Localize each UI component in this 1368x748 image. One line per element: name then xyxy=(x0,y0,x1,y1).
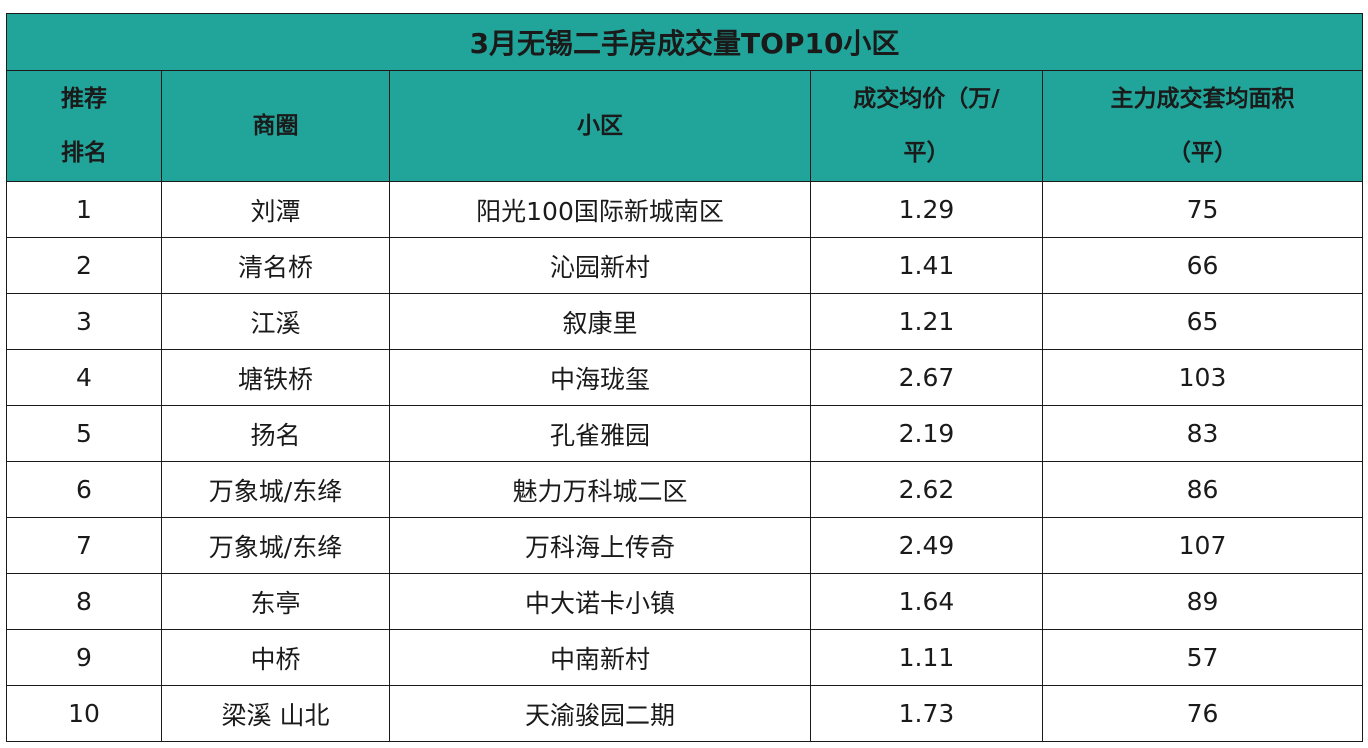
cell-price: 2.19 xyxy=(810,405,1043,462)
cell-community: 孔雀雅园 xyxy=(389,405,811,462)
table-row: 1 刘潭 阳光100国际新城南区 1.29 75 xyxy=(6,181,1364,238)
cell-rank: 8 xyxy=(6,573,162,630)
cell-rank: 4 xyxy=(6,349,162,406)
cell-area: 65 xyxy=(1041,293,1364,350)
cell-community: 阳光100国际新城南区 xyxy=(389,181,811,238)
table-row: 6 万象城/东绛 魅力万科城二区 2.62 86 xyxy=(6,461,1364,518)
cell-community: 万科海上传奇 xyxy=(389,517,811,574)
header-rank: 推荐 排名 xyxy=(6,70,162,182)
cell-district: 东亭 xyxy=(161,573,390,630)
cell-price: 2.67 xyxy=(810,349,1043,406)
cell-price: 2.62 xyxy=(810,461,1043,518)
header-rank-line1: 推荐 xyxy=(61,86,107,112)
ranking-table-container: 3月无锡二手房成交量TOP10小区 推荐 排名 商圈 小区 成交均价（万/ 平）… xyxy=(5,13,1364,742)
table-row: 7 万象城/东绛 万科海上传奇 2.49 107 xyxy=(6,517,1364,574)
cell-price: 1.64 xyxy=(810,573,1043,630)
cell-area: 89 xyxy=(1041,573,1364,630)
cell-rank: 5 xyxy=(6,405,162,462)
cell-rank: 6 xyxy=(6,461,162,518)
header-price-line2: 平） xyxy=(903,140,950,166)
cell-area: 103 xyxy=(1041,349,1364,406)
cell-rank: 7 xyxy=(6,517,162,574)
table-header-row: 推荐 排名 商圈 小区 成交均价（万/ 平） 主力成交套均面积 （平） xyxy=(6,70,1364,182)
header-price-line1: 成交均价（万/ xyxy=(853,86,1000,112)
header-community: 小区 xyxy=(389,70,811,182)
cell-area: 57 xyxy=(1041,629,1364,686)
cell-district: 中桥 xyxy=(161,629,390,686)
table-row: 8 东亭 中大诺卡小镇 1.64 89 xyxy=(6,573,1364,630)
cell-community: 中大诺卡小镇 xyxy=(389,573,811,630)
cell-rank: 2 xyxy=(6,237,162,294)
header-district: 商圈 xyxy=(161,70,390,182)
cell-community: 天渝骏园二期 xyxy=(389,685,811,742)
table-row: 3 江溪 叙康里 1.21 65 xyxy=(6,293,1364,350)
cell-area: 66 xyxy=(1041,237,1364,294)
cell-rank: 1 xyxy=(6,181,162,238)
header-area: 主力成交套均面积 （平） xyxy=(1041,70,1364,182)
table-row: 10 梁溪 山北 天渝骏园二期 1.73 76 xyxy=(6,685,1364,742)
cell-rank: 3 xyxy=(6,293,162,350)
cell-community: 中南新村 xyxy=(389,629,811,686)
table-row: 5 扬名 孔雀雅园 2.19 83 xyxy=(6,405,1364,462)
cell-price: 1.11 xyxy=(810,629,1043,686)
cell-rank: 10 xyxy=(6,685,162,742)
header-area-line2: （平） xyxy=(1168,140,1237,166)
table-row: 4 塘铁桥 中海珑玺 2.67 103 xyxy=(6,349,1364,406)
cell-rank: 9 xyxy=(6,629,162,686)
cell-price: 1.21 xyxy=(810,293,1043,350)
header-rank-line2: 排名 xyxy=(61,140,107,166)
cell-price: 1.41 xyxy=(810,237,1043,294)
table-title-row: 3月无锡二手房成交量TOP10小区 xyxy=(5,13,1364,71)
cell-district: 江溪 xyxy=(161,293,390,350)
cell-district: 梁溪 山北 xyxy=(161,685,390,742)
cell-price: 2.49 xyxy=(810,517,1043,574)
cell-district: 清名桥 xyxy=(161,237,390,294)
cell-community: 叙康里 xyxy=(389,293,811,350)
cell-community: 沁园新村 xyxy=(389,237,811,294)
cell-price: 1.29 xyxy=(810,181,1043,238)
cell-area: 107 xyxy=(1041,517,1364,574)
cell-community: 魅力万科城二区 xyxy=(389,461,811,518)
table-title: 3月无锡二手房成交量TOP10小区 xyxy=(5,13,1364,71)
header-area-line1: 主力成交套均面积 xyxy=(1110,86,1295,112)
header-price: 成交均价（万/ 平） xyxy=(810,70,1043,182)
cell-area: 83 xyxy=(1041,405,1364,462)
table-row: 9 中桥 中南新村 1.11 57 xyxy=(6,629,1364,686)
ranking-table: 3月无锡二手房成交量TOP10小区 推荐 排名 商圈 小区 成交均价（万/ 平）… xyxy=(5,13,1364,742)
cell-district: 刘潭 xyxy=(161,181,390,238)
cell-community: 中海珑玺 xyxy=(389,349,811,406)
cell-price: 1.73 xyxy=(810,685,1043,742)
table-row: 2 清名桥 沁园新村 1.41 66 xyxy=(6,237,1364,294)
cell-district: 万象城/东绛 xyxy=(161,461,390,518)
cell-district: 塘铁桥 xyxy=(161,349,390,406)
cell-area: 76 xyxy=(1041,685,1364,742)
cell-area: 75 xyxy=(1041,181,1364,238)
cell-area: 86 xyxy=(1041,461,1364,518)
cell-district: 万象城/东绛 xyxy=(161,517,390,574)
cell-district: 扬名 xyxy=(161,405,390,462)
